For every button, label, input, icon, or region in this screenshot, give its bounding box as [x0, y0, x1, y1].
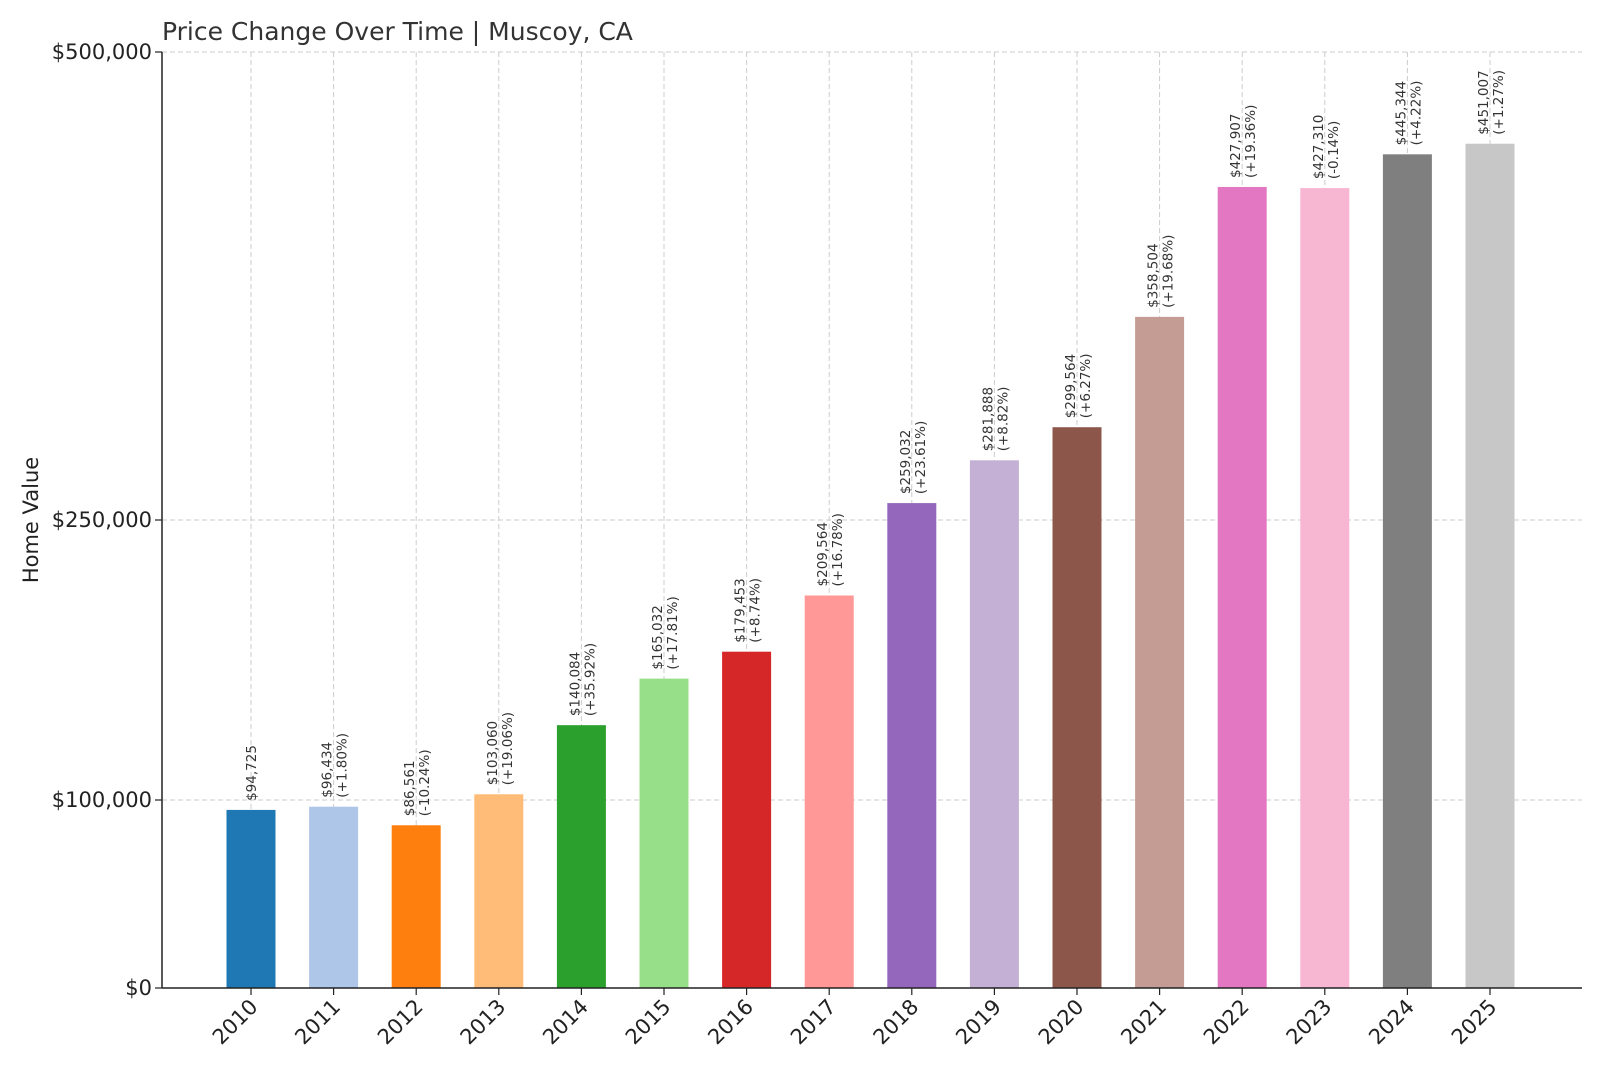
bar-label-group: $165,032 (+17.81%) — [650, 596, 681, 669]
bar — [722, 651, 772, 988]
bar-change-label: (+35.92%) — [582, 643, 598, 716]
bar-change-label: (+16.78%) — [830, 513, 846, 586]
bar-change-label: (+19.06%) — [500, 712, 516, 785]
bar-change-label: (-10.24%) — [417, 749, 433, 816]
bar-value-label: $445,344 — [1393, 81, 1409, 145]
bar-change-label: (+19.36%) — [1243, 105, 1259, 178]
bar — [309, 806, 359, 988]
bar-value-label: $299,564 — [1063, 354, 1079, 418]
bar — [887, 503, 937, 988]
bar — [969, 460, 1019, 988]
bar-change-label: (+4.22%) — [1408, 81, 1424, 146]
bar — [1382, 154, 1432, 988]
y-axis-title: Home Value — [19, 457, 43, 583]
bar-value-label: $96,434 — [320, 742, 336, 798]
x-tick-label: 2024 — [1364, 995, 1419, 1050]
x-tick-label: 2011 — [290, 995, 345, 1050]
bar-label-group: $140,084 (+35.92%) — [567, 643, 598, 716]
bar-value-label: $165,032 — [650, 605, 666, 669]
x-tick-label: 2019 — [951, 995, 1006, 1050]
bar-change-label: (+8.74%) — [748, 578, 764, 643]
x-tick-label: 2017 — [786, 995, 841, 1050]
bar-change-label: (+1.27%) — [1491, 70, 1507, 135]
bar-value-label: $358,504 — [1146, 243, 1162, 307]
bar-value-label: $259,032 — [898, 430, 914, 494]
bar-label-group: $103,060 (+19.06%) — [485, 712, 516, 785]
y-tick-label: $500,000 — [52, 40, 152, 64]
bar — [1300, 188, 1350, 988]
bar — [804, 595, 854, 988]
bar-change-label: (+8.82%) — [995, 387, 1011, 452]
x-tick-label: 2021 — [1116, 995, 1171, 1050]
bar-label-group: $259,032 (+23.61%) — [898, 421, 929, 494]
bar-value-label: $179,453 — [733, 578, 749, 642]
bar-value-label: $103,060 — [485, 721, 501, 785]
bar-label-group: $427,310 (-0.14%) — [1311, 115, 1342, 179]
y-tick-label: $0 — [125, 976, 152, 1000]
bar-label-group: $179,453 (+8.74%) — [733, 578, 764, 643]
bar-change-label: (+19.68%) — [1161, 235, 1177, 308]
bar — [639, 678, 689, 988]
chart-title: Price Change Over Time | Muscoy, CA — [162, 17, 633, 46]
bar — [226, 809, 276, 988]
bar-value-label: $86,561 — [402, 760, 418, 816]
bar-change-label: (+17.81%) — [665, 596, 681, 669]
bar — [1465, 143, 1515, 988]
grid — [162, 51, 1582, 988]
x-tick-label: 2016 — [703, 995, 758, 1050]
bar-label-group: $281,888 (+8.82%) — [980, 387, 1011, 452]
bar-label-group: $358,504 (+19.68%) — [1146, 235, 1177, 308]
bar-label-group: $299,564 (+6.27%) — [1063, 353, 1094, 418]
bar — [1217, 186, 1267, 988]
bar — [1135, 316, 1185, 989]
bar-value-label: $451,007 — [1476, 70, 1492, 134]
x-tick-label: 2010 — [208, 995, 263, 1050]
bar — [556, 725, 606, 988]
y-tick-label: $250,000 — [52, 508, 152, 532]
x-tick-label: 2015 — [621, 995, 676, 1050]
bar-change-label: (+23.61%) — [913, 421, 929, 494]
x-tick-label: 2013 — [456, 995, 511, 1050]
bar-label-group: $445,344 (+4.22%) — [1393, 81, 1424, 146]
bar-value-label: $427,310 — [1311, 115, 1327, 179]
bars — [226, 143, 1515, 989]
bar-change-label: (+1.80%) — [335, 733, 351, 798]
x-tick-label: 2012 — [373, 995, 428, 1050]
bar — [391, 825, 441, 988]
x-tick-label: 2014 — [538, 995, 593, 1050]
bar-value-label: $281,888 — [980, 387, 996, 451]
bar-label-group: $209,564 (+16.78%) — [815, 513, 846, 586]
bar-label-group: $96,434 (+1.80%) — [320, 733, 351, 798]
bar-value-label: $427,907 — [1228, 114, 1244, 178]
bar-label-group: $94,725 — [244, 745, 260, 801]
bar-change-label: (+6.27%) — [1078, 353, 1094, 418]
x-tick-label: 2020 — [1034, 995, 1089, 1050]
x-tick-label: 2022 — [1199, 995, 1254, 1050]
bar-label-group: $451,007 (+1.27%) — [1476, 70, 1507, 135]
bar-label-group: $86,561 (-10.24%) — [402, 749, 433, 816]
bar-value-label: $209,564 — [815, 522, 831, 586]
bar-labels: $94,725 $96,434 (+1.80%) $86,561 (-10.24%) $1… — [244, 70, 1507, 816]
bar — [1052, 427, 1102, 988]
x-tick-label: 2023 — [1282, 995, 1337, 1050]
bar-value-label: $140,084 — [567, 652, 583, 716]
bar-label-group: $427,907 (+19.36%) — [1228, 105, 1259, 178]
bar — [474, 794, 524, 988]
bar-change-label: (-0.14%) — [1326, 121, 1342, 179]
bar-value-label: $94,725 — [244, 745, 260, 801]
x-tick-label: 2018 — [869, 995, 924, 1050]
x-tick-label: 2025 — [1447, 995, 1502, 1050]
y-tick-label: $100,000 — [52, 788, 152, 812]
